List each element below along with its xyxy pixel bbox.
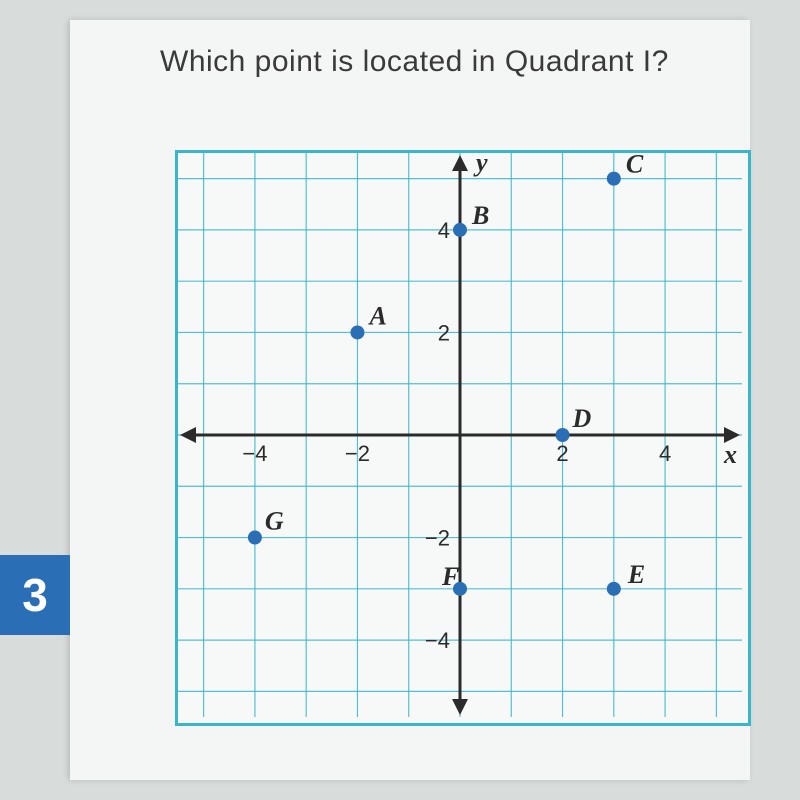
point-label-A: A [367, 301, 386, 330]
point-label-G: G [265, 507, 284, 536]
point-label-D: D [572, 404, 592, 433]
point-G [248, 531, 262, 545]
x-axis-label: x [723, 440, 737, 469]
point-A [350, 325, 364, 339]
y-tick: −4 [425, 628, 450, 653]
point-label-E: E [627, 560, 645, 589]
chart-svg: −4 −2 2 4 −4 −2 2 4 y x A B C D E F G [178, 153, 742, 717]
question-number-badge: 3 [0, 555, 70, 635]
coordinate-chart: −4 −2 2 4 −4 −2 2 4 y x A B C D E F G [175, 150, 751, 726]
x-tick: 4 [659, 441, 671, 466]
point-C [607, 172, 621, 186]
point-label-F: F [441, 562, 459, 591]
page-card: Which point is located in Quadrant I? −4… [70, 20, 750, 780]
point-label-C: C [626, 153, 644, 179]
question-text: Which point is located in Quadrant I? [160, 45, 669, 79]
y-tick: −2 [425, 526, 450, 551]
point-label-B: B [471, 201, 489, 230]
point-E [607, 582, 621, 596]
x-tick: 2 [556, 441, 568, 466]
y-tick: 4 [438, 218, 450, 243]
point-B [453, 223, 467, 237]
x-tick: −4 [242, 441, 267, 466]
y-tick: 2 [438, 320, 450, 345]
point-D [556, 428, 570, 442]
y-axis-label: y [473, 153, 488, 177]
axes [180, 155, 740, 715]
x-tick: −2 [345, 441, 370, 466]
